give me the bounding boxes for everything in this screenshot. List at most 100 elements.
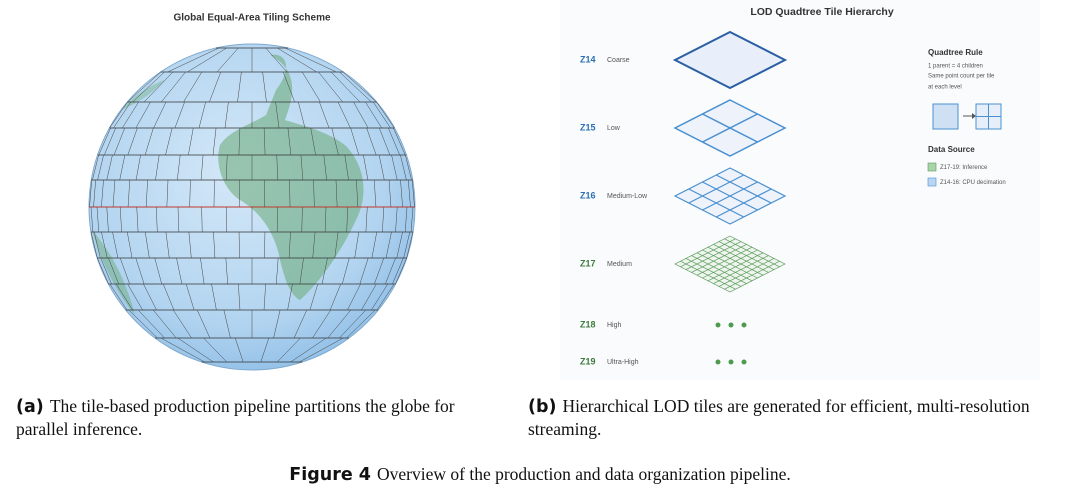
- levels: Z14 Coarse Z15 Low Z16 Medium-Low Z17 Medium Z18…: [580, 30, 788, 366]
- tile-edge: [216, 47, 239, 73]
- tile-edge: [162, 283, 175, 311]
- tile-edge: [89, 179, 92, 208]
- tile-edge: [166, 179, 169, 208]
- tile-edge: [310, 127, 316, 156]
- tile-edge: [350, 127, 360, 156]
- landmass: [92, 54, 364, 315]
- tile-edge: [379, 127, 391, 156]
- tile-edge: [707, 252, 764, 282]
- tile-edge: [238, 127, 241, 156]
- dot: [728, 322, 734, 328]
- tile-edge: [404, 206, 408, 233]
- source-title: Data Source: [928, 145, 975, 154]
- tile-edge: [400, 179, 403, 208]
- tile-edge: [153, 101, 167, 129]
- tile-edge: [318, 71, 343, 103]
- tile-edge: [277, 337, 301, 363]
- tile-edge: [113, 127, 125, 156]
- tile-edge: [702, 113, 758, 143]
- legend-swatch: [927, 177, 937, 187]
- tile-edge: [391, 154, 398, 181]
- tile-edge: [715, 188, 772, 218]
- tile-edge: [126, 231, 133, 259]
- tile-edge: [339, 71, 372, 103]
- legend-label: Z14-16: CPU decimation: [940, 180, 1006, 186]
- rule-line: 1 parent = 4 children: [928, 64, 983, 70]
- tile-edge: [395, 206, 398, 233]
- tile-edge: [373, 179, 377, 208]
- tile-edge: [283, 71, 295, 103]
- tile-edge: [696, 252, 753, 282]
- tile-edge: [388, 179, 392, 208]
- tile-grid: [89, 47, 415, 363]
- level-zoom: Z14: [580, 54, 596, 64]
- tile-edge: [135, 257, 145, 285]
- tile-edge: [382, 206, 385, 233]
- tile-edge: [153, 309, 177, 339]
- tile-edge: [405, 154, 412, 181]
- tile-edge: [396, 231, 403, 259]
- level-zoom: Z18: [580, 319, 596, 329]
- tile-edge: [90, 206, 94, 233]
- panel-b-title: LOD Quadtree Tile Hierarchy: [750, 6, 894, 18]
- dot: [715, 322, 721, 328]
- tile-edge: [93, 179, 96, 208]
- tile-edge: [371, 283, 388, 311]
- rule-title: Quadtree Rule: [928, 48, 983, 57]
- tile-edge: [374, 257, 385, 285]
- tile-edge: [187, 47, 227, 73]
- tile-edge: [342, 257, 350, 285]
- tile-edge: [188, 127, 194, 156]
- tile-edge: [203, 337, 227, 363]
- figure: Global Equal-Area Tiling Scheme LOD Quad…: [88, 5, 1006, 371]
- tile-edge: [273, 309, 281, 339]
- panel-a-title: Global Equal-Area Tiling Scheme: [173, 13, 331, 24]
- tile-edge: [300, 154, 304, 181]
- tile-edge: [238, 231, 240, 259]
- tile-edge: [198, 101, 206, 129]
- tile-edge: [691, 255, 747, 284]
- caption-tag: (b): [528, 397, 557, 417]
- tile-edge: [319, 101, 330, 129]
- tile-edge: [101, 231, 108, 259]
- tile-edge: [287, 283, 293, 311]
- tile-edge: [335, 179, 338, 208]
- tile-edge: [309, 283, 319, 311]
- tile-edge: [410, 206, 414, 233]
- figure-text: Overview of the production and data orga…: [377, 464, 791, 484]
- tile-edge: [135, 154, 141, 181]
- tile-edge: [135, 101, 151, 129]
- tile-edge: [174, 101, 185, 129]
- tile-edge: [196, 309, 211, 339]
- tile-edge: [127, 283, 143, 311]
- tile-edge: [167, 47, 219, 73]
- tile-edge: [329, 283, 342, 311]
- tile-edge: [361, 283, 377, 311]
- tile-edge: [321, 257, 328, 285]
- tile-edge: [388, 127, 400, 156]
- tile-edge: [724, 260, 780, 290]
- tile-edge: [385, 231, 392, 259]
- tile-edge: [176, 257, 183, 285]
- tile-edge: [400, 154, 407, 181]
- tile-edge: [324, 206, 327, 233]
- tile-edge: [395, 257, 407, 285]
- tile-edge: [119, 257, 130, 285]
- figure-tag: Figure 4: [289, 465, 371, 485]
- tile-edge: [263, 127, 266, 156]
- tile-edge: [128, 309, 158, 339]
- level-label: Coarse: [607, 57, 630, 64]
- tile-edge: [327, 309, 351, 339]
- tile-edge: [108, 257, 119, 285]
- tile-edge: [346, 206, 349, 233]
- tile-edge: [366, 127, 377, 156]
- tile-edge: [100, 257, 112, 285]
- tile-edge: [132, 71, 165, 103]
- tile-edge: [213, 179, 215, 208]
- tile-edge: [344, 154, 349, 181]
- tile-edge: [713, 255, 769, 284]
- tile-edge: [200, 154, 204, 181]
- tile-edge: [161, 71, 186, 103]
- tile-edge: [127, 71, 161, 103]
